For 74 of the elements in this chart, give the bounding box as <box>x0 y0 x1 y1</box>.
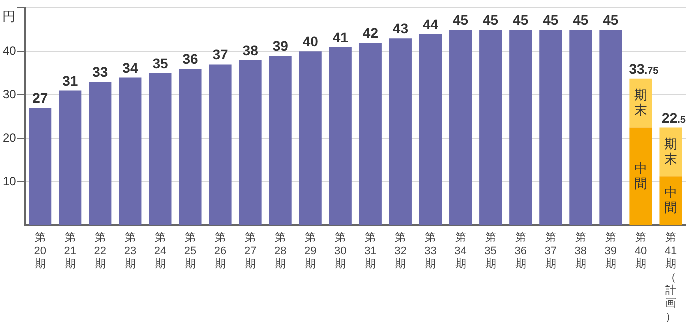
data-label: 41 <box>332 29 349 46</box>
total-label: 22.5 <box>662 110 686 126</box>
bar <box>329 47 352 226</box>
bar <box>389 38 412 226</box>
text: 期末 <box>664 136 678 166</box>
bar <box>419 34 442 226</box>
bar <box>209 64 232 226</box>
x-tick-label: 第39期 <box>604 232 618 271</box>
data-label: 45 <box>603 12 619 28</box>
bar <box>600 30 622 226</box>
x-tick-label: 第37期 <box>544 232 557 271</box>
bar <box>630 128 652 226</box>
x-tick-label: 第23期 <box>124 232 137 271</box>
data-label: 40 <box>302 34 319 50</box>
x-tick-label: 第25期 <box>184 232 197 271</box>
data-label: 44 <box>422 16 439 32</box>
y-tick-label: 10 <box>2 174 17 188</box>
bar <box>149 73 172 226</box>
x-tick-label: 第29期 <box>304 232 317 271</box>
bar <box>179 69 202 226</box>
x-tick-label: 第30期 <box>334 232 347 271</box>
bar <box>59 90 82 226</box>
data-label: 36 <box>182 51 199 68</box>
bar <box>89 82 112 226</box>
bar <box>570 30 592 226</box>
y-tick-label: 30 <box>2 87 17 102</box>
x-tick-label: 第28期 <box>274 232 287 271</box>
x-tick-label: 第40期 <box>634 232 648 271</box>
x-tick-label: 第21期 <box>64 232 77 271</box>
data-label: 45 <box>452 12 469 28</box>
text: 中間 <box>664 185 678 216</box>
x-tick-label: 第36期 <box>514 232 527 271</box>
data-label: 45 <box>483 12 499 28</box>
bar <box>450 30 472 226</box>
y-tick-label: 40 <box>2 44 17 58</box>
data-label: 43 <box>392 20 409 37</box>
x-tick-label: 第41期（計画） <box>664 232 678 324</box>
data-label: 45 <box>573 12 589 28</box>
data-label: 35 <box>152 55 168 72</box>
y-axis-title: 円 <box>2 8 16 24</box>
x-tick-label: 第26期 <box>214 232 227 271</box>
y-tick-label: 20 <box>2 130 17 145</box>
x-tick-label: 第22期 <box>94 232 107 271</box>
data-label: 27 <box>32 90 48 106</box>
x-tick-label: 第33期 <box>424 232 437 271</box>
data-label: 45 <box>513 12 529 28</box>
data-label: 42 <box>362 24 379 41</box>
x-tick-label: 第38期 <box>574 232 588 271</box>
x-tick-label: 第20期 <box>34 232 46 271</box>
bar <box>119 78 142 226</box>
data-label: 39 <box>272 38 289 54</box>
x-tick-label: 第24期 <box>154 232 167 271</box>
series-label: 中間 <box>634 160 648 191</box>
data-label: 31 <box>62 72 78 89</box>
x-tick-label: 第27期 <box>244 232 257 271</box>
total-label: 33.75 <box>629 60 660 77</box>
bar <box>540 30 562 226</box>
bar <box>239 60 262 226</box>
x-tick-label: 第34期 <box>454 232 467 271</box>
bar <box>269 56 292 226</box>
data-label: 37 <box>212 46 229 63</box>
x-tick-label: 第31期 <box>364 232 377 271</box>
data-label: 38 <box>242 42 259 58</box>
series-label: 期末 <box>634 87 648 118</box>
data-label: 34 <box>122 60 138 76</box>
bar <box>359 42 382 226</box>
bar <box>510 30 532 226</box>
bar <box>29 108 52 226</box>
bar <box>480 30 502 226</box>
x-tick-label: 第32期 <box>394 232 407 271</box>
data-label: 45 <box>543 12 559 28</box>
x-tick-label: 第35期 <box>484 232 497 271</box>
bar <box>299 52 322 226</box>
data-label: 33 <box>92 64 108 80</box>
